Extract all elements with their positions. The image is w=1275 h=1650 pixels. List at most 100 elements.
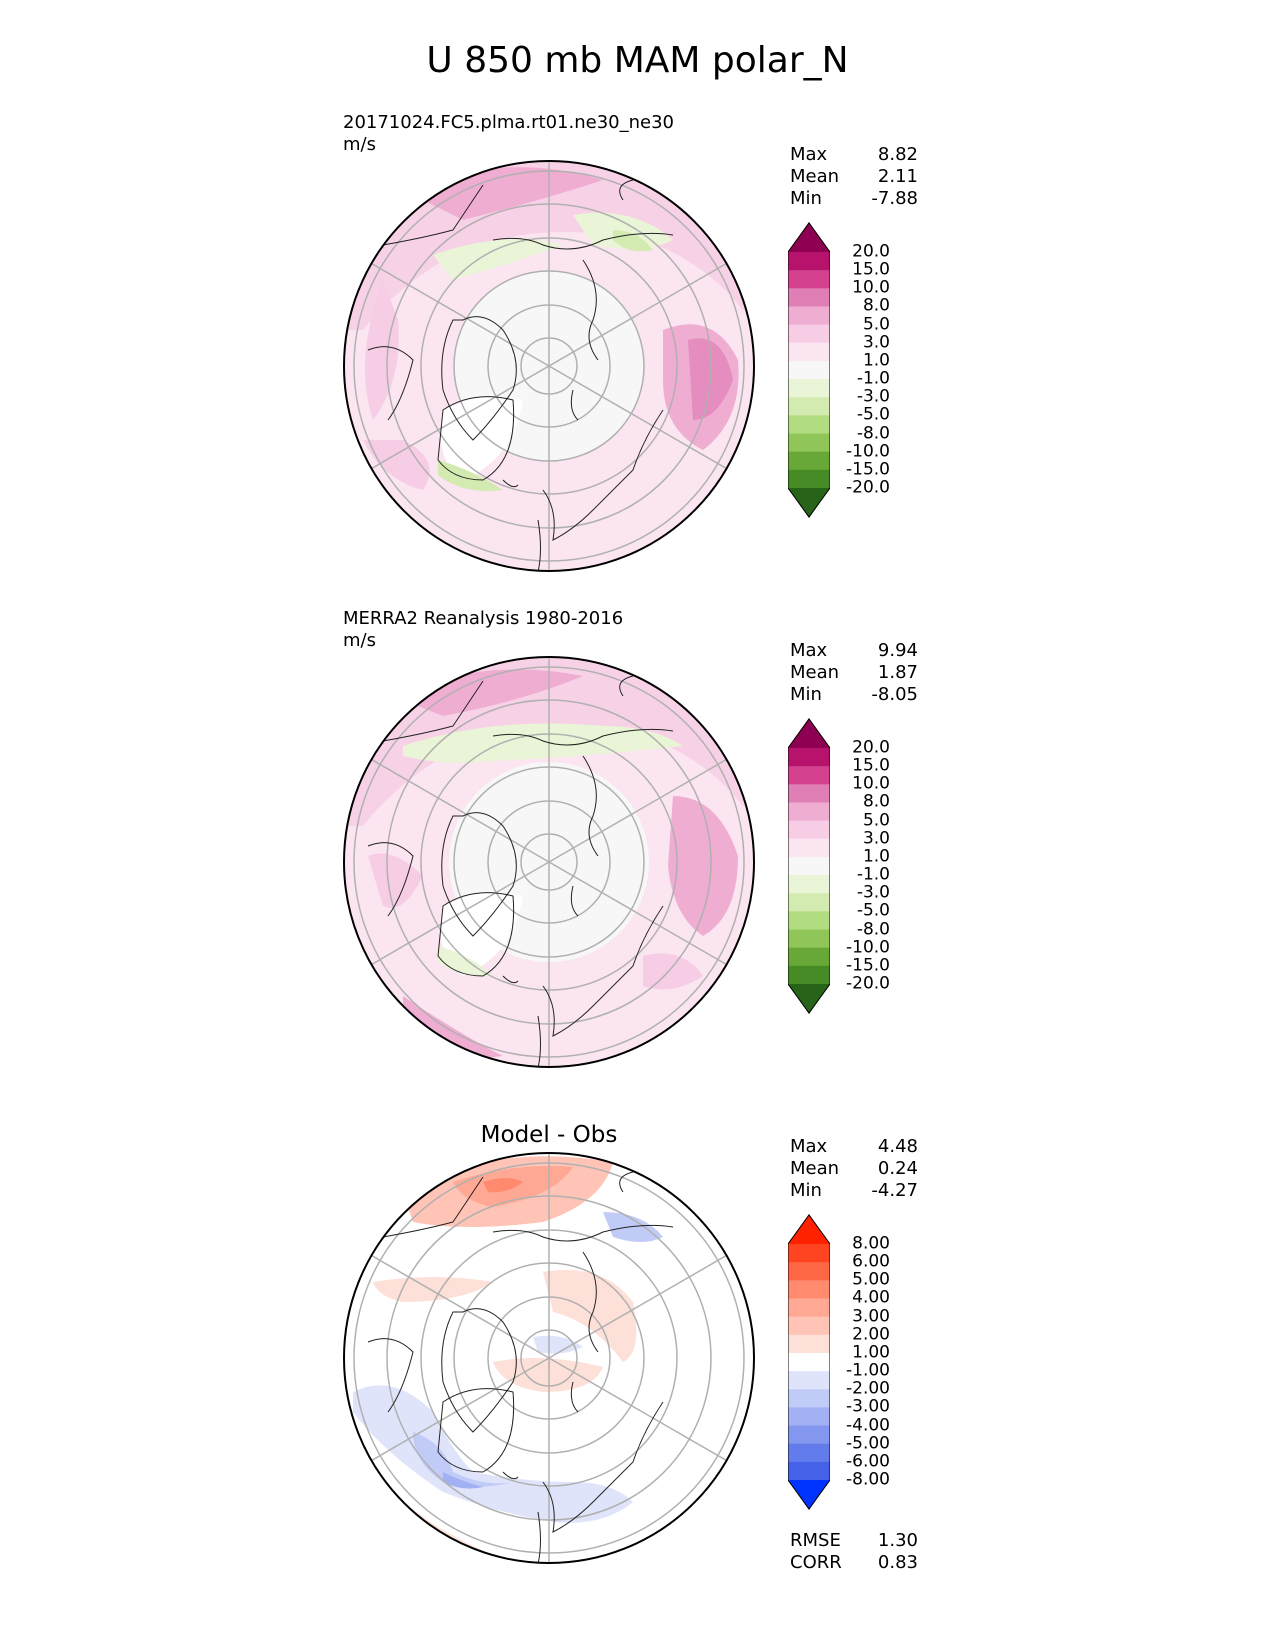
- colorbar-band: [788, 360, 830, 380]
- stat-min: Min -8.05: [790, 684, 918, 705]
- colorbar-band: [788, 1443, 830, 1463]
- colorbar-tick-label: -10.0: [846, 441, 890, 462]
- colorbar-model: [788, 222, 830, 518]
- error-stats: RMSE 1.30 CORR 0.83: [790, 1530, 918, 1574]
- stats-block: Max 9.94 Mean 1.87 Min -8.05: [790, 640, 918, 706]
- colorbar-band: [788, 911, 830, 931]
- stats-block: Max 8.82 Mean 2.11 Min -7.88: [790, 144, 918, 210]
- colorbar-band: [788, 324, 830, 344]
- colorbar-band: [788, 838, 830, 858]
- polar-map-obs: [343, 656, 755, 1068]
- colorbar-band: [788, 1244, 830, 1263]
- colorbar-outline: [788, 222, 830, 518]
- colorbar-tick-label: 2.00: [852, 1324, 890, 1345]
- polar-map-diff: [343, 1152, 755, 1564]
- colorbar-tick-label: 15.0: [852, 755, 890, 776]
- colorbar-band: [788, 1371, 830, 1390]
- stat-max: Max 8.82: [790, 144, 918, 165]
- colorbar-tick-label: 20.0: [852, 737, 890, 758]
- colorbar-labels: 20.0 15.0 10.0 8.0 5.0 3.0 1.0 -1.0 -3.0 -5.0 -8.0…: [838, 718, 890, 1014]
- colorbar-tick-label: -1.0: [856, 864, 890, 885]
- colorbar-tick-label: -5.00: [846, 1433, 890, 1454]
- colorbar-extension-bottom: [788, 1480, 830, 1510]
- colorbar-tick-label: -1.0: [856, 368, 890, 389]
- colorbar-band: [788, 965, 830, 985]
- colorbar-tick-label: -15.0: [846, 955, 890, 976]
- colorbar-band: [788, 1316, 830, 1336]
- colorbar-band: [788, 379, 830, 398]
- colorbar-band: [788, 820, 830, 840]
- colorbar-band: [788, 748, 830, 767]
- colorbar-band: [788, 802, 830, 822]
- colorbar-tick-label: -2.00: [846, 1378, 890, 1399]
- colorbar-band: [788, 415, 830, 435]
- colorbar-band: [788, 856, 830, 876]
- colorbar-obs: [788, 718, 830, 1014]
- colorbar-tick-label: -1.00: [846, 1360, 890, 1381]
- colorbar-tick-label: -20.0: [846, 477, 890, 498]
- colorbar-band: [788, 875, 830, 894]
- colorbar-tick-label: -5.0: [856, 404, 890, 425]
- stat-mean: Mean 0.24: [790, 1158, 918, 1179]
- colorbar-tick-label: 1.0: [862, 350, 890, 371]
- colorbar-band: [788, 947, 830, 967]
- diff-subtitle: Model - Obs: [480, 1122, 618, 1148]
- stat-min: Min -4.27: [790, 1180, 918, 1201]
- colorbar-tick-label: -8.0: [856, 919, 890, 940]
- stat-mean: Mean 1.87: [790, 662, 918, 683]
- colorbar-band: [788, 270, 830, 289]
- colorbar-band: [788, 1407, 830, 1427]
- colorbar-band: [788, 1461, 830, 1481]
- colorbar-tick-label: 10.0: [852, 773, 890, 794]
- colorbar-band: [788, 1280, 830, 1299]
- colorbar-tick-label: 1.0: [862, 846, 890, 867]
- stat-rmse: RMSE 1.30: [790, 1530, 918, 1551]
- colorbar-tick-label: -10.0: [846, 937, 890, 958]
- colorbar-tick-label: 10.0: [852, 277, 890, 298]
- stats-block: Max 4.48 Mean 0.24 Min -4.27: [790, 1136, 918, 1202]
- case-name: 20171024.FC5.plma.rt01.ne30_ne30 m/s: [343, 112, 674, 156]
- colorbar-tick-label: -3.0: [856, 882, 890, 903]
- colorbar-tick-label: 8.0: [862, 295, 890, 316]
- colorbar-band: [788, 1352, 830, 1372]
- colorbar-tick-label: -3.00: [846, 1396, 890, 1417]
- case-name-text: MERRA2 Reanalysis 1980-2016: [343, 608, 624, 629]
- stat-max: Max 9.94: [790, 640, 918, 661]
- case-name: MERRA2 Reanalysis 1980-2016 m/s: [343, 608, 623, 652]
- colorbar-extension-bottom: [788, 488, 830, 518]
- colorbar-band: [788, 342, 830, 362]
- colorbar-tick-label: 3.0: [862, 828, 890, 849]
- colorbar-band: [788, 1298, 830, 1318]
- colorbar-band: [788, 469, 830, 489]
- colorbar-band: [788, 252, 830, 271]
- case-name-text: 20171024.FC5.plma.rt01.ne30_ne30: [343, 112, 675, 133]
- stat-mean: Mean 2.11: [790, 166, 918, 187]
- colorbar-diff: [788, 1214, 830, 1510]
- colorbar-tick-label: 3.00: [852, 1306, 890, 1327]
- polar-map-model: [343, 160, 755, 572]
- colorbar-band: [788, 451, 830, 471]
- colorbar-band: [788, 306, 830, 326]
- colorbar-tick-label: 8.00: [852, 1233, 890, 1254]
- colorbar-band: [788, 288, 830, 307]
- colorbar-tick-label: -20.0: [846, 973, 890, 994]
- colorbar-tick-label: -15.0: [846, 459, 890, 480]
- colorbar-labels: 20.0 15.0 10.0 8.0 5.0 3.0 1.0 -1.0 -3.0 -5.0 -8.0…: [838, 222, 890, 518]
- colorbar-tick-label: 5.0: [862, 314, 890, 335]
- colorbar-tick-label: -4.00: [846, 1415, 890, 1436]
- units-label: m/s: [343, 134, 376, 155]
- colorbar-tick-label: 5.0: [862, 810, 890, 831]
- colorbar-tick-label: 1.00: [852, 1342, 890, 1363]
- colorbar-outline: [788, 718, 830, 1014]
- colorbar-tick-label: -8.0: [856, 423, 890, 444]
- colorbar-tick-label: 15.0: [852, 259, 890, 280]
- colorbar-extension-bottom: [788, 984, 830, 1014]
- colorbar-extension-top: [788, 222, 830, 252]
- colorbar-band: [788, 433, 830, 453]
- colorbar-tick-label: 4.00: [852, 1287, 890, 1308]
- colorbar-tick-label: 5.00: [852, 1269, 890, 1290]
- colorbar-labels: 8.00 6.00 5.00 4.00 3.00 2.00 1.00 -1.00 -2.00 -3…: [838, 1214, 890, 1510]
- stat-min: Min -7.88: [790, 188, 918, 209]
- colorbar-tick-label: -3.0: [856, 386, 890, 407]
- colorbar-band: [788, 1425, 830, 1445]
